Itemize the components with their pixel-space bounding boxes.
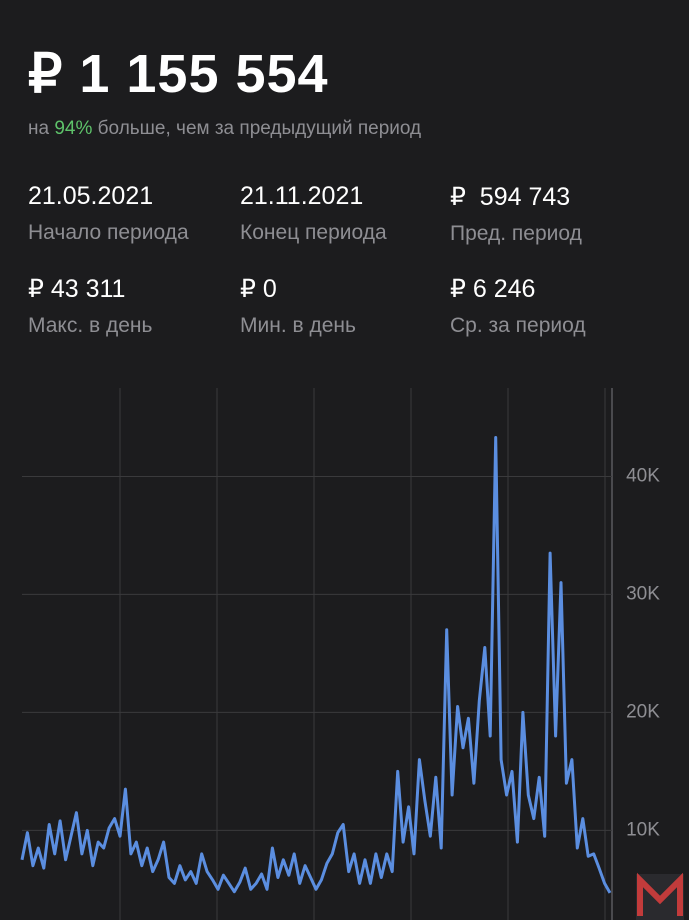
stat: ₽ 0 Мин. в день	[240, 274, 450, 338]
y-tick-label: 40K	[626, 465, 660, 486]
stat: 21.11.2021 Конец периода	[240, 182, 450, 245]
stat-value: ₽ 43 311	[28, 275, 126, 303]
chart: 10K 20K 30K 40K	[20, 388, 684, 920]
stat-value: 21.05.2021	[28, 182, 154, 210]
stat-value: ₽ 6 246	[450, 275, 536, 303]
stat-value: 21.11.2021	[240, 182, 364, 210]
y-tick-label: 20K	[626, 701, 660, 722]
stat-label: Пред. период	[450, 222, 582, 245]
total: ₽ 1 155 554	[28, 44, 329, 104]
stat-value: ₽ 594 743	[450, 183, 571, 211]
stat-value: ₽ 0	[240, 275, 277, 303]
stat: 21.05.2021 Начало периода	[28, 182, 238, 245]
stat-label: Ср. за период	[450, 314, 586, 337]
y-tick-label: 10K	[626, 819, 660, 840]
y-tick-label: 30K	[626, 583, 660, 604]
compare-percent: 94%	[54, 118, 93, 139]
stat-label: Макс. в день	[28, 314, 153, 337]
stat-label: Конец периода	[240, 221, 387, 244]
comparison: на 94% больше, чем за предыдущий период	[28, 118, 421, 140]
line	[20, 436, 612, 894]
stat-label: Мин. в день	[240, 314, 356, 337]
stat: ₽ 43 311 Макс. в день	[28, 274, 238, 338]
compare-prefix: на	[28, 118, 50, 139]
stat: ₽ 594 743 Пред. период	[450, 182, 660, 246]
stat: ₽ 6 246 Ср. за период	[450, 274, 660, 338]
compare-suffix: больше, чем за предыдущий период	[97, 118, 422, 139]
stat-label: Начало периода	[28, 221, 189, 244]
watermark	[636, 872, 684, 920]
